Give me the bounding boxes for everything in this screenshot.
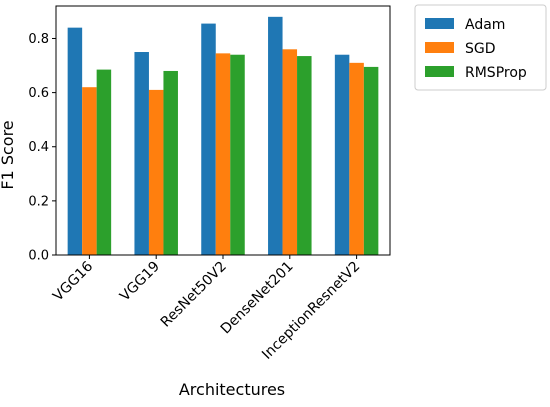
bar-rmsprop-densenet201 (297, 56, 312, 255)
bar-rmsprop-inceptionresnetv2 (363, 66, 379, 256)
y-tick-label: 0.8 (28, 32, 49, 47)
bar-adam-densenet201 (268, 16, 283, 255)
legend-swatch-sgd (425, 42, 454, 53)
y-tick-label: 0.2 (28, 194, 49, 209)
legend: Adam SGD RMSProp (414, 4, 547, 91)
legend-label-adam: Adam (465, 17, 505, 33)
bar-adam-vgg16 (67, 27, 83, 256)
y-tick-label: 0.0 (28, 249, 49, 264)
x-tick-label: VGG16 (50, 258, 96, 304)
bar-sgd-vgg19 (148, 89, 164, 256)
bar-adam-vgg19 (134, 52, 149, 256)
bar-sgd-inceptionresnetv2 (349, 62, 364, 256)
legend-label-sgd: SGD (465, 41, 496, 57)
bar-sgd-densenet201 (282, 49, 298, 255)
x-tick-label: VGG19 (117, 259, 163, 305)
legend-swatch-rmsprop (425, 66, 454, 77)
bar-rmsprop-resnet50v2 (230, 54, 245, 255)
legend-label-rmsprop: RMSProp (465, 65, 527, 81)
x-axis-title: Architectures (179, 380, 285, 399)
bar-sgd-resnet50v2 (215, 53, 231, 255)
legend-swatch-adam (425, 18, 454, 29)
bar-sgd-vgg16 (82, 87, 97, 255)
bar-adam-resnet50v2 (201, 23, 216, 256)
y-axis-title: F1 Score (0, 120, 17, 189)
x-tick-label: ResNet50V2 (158, 259, 230, 331)
bar-adam-inceptionresnetv2 (334, 54, 350, 255)
y-tick-label: 0.6 (28, 86, 49, 101)
y-tick-label: 0.4 (28, 140, 49, 155)
bar-rmsprop-vgg19 (163, 70, 178, 256)
bar-rmsprop-vgg16 (96, 69, 112, 255)
